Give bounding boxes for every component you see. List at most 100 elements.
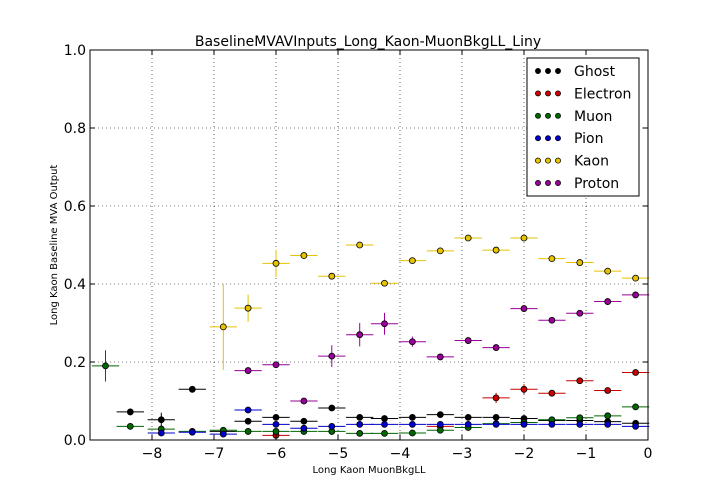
data-point <box>632 422 639 430</box>
y-tick-label: 0.2 <box>64 355 86 371</box>
data-point <box>102 362 109 370</box>
data-point <box>408 338 416 346</box>
data-point <box>492 394 500 402</box>
data-point <box>604 420 612 428</box>
y-tick-label: 1.0 <box>64 43 86 59</box>
data-point <box>244 304 252 312</box>
data-point <box>604 412 612 420</box>
series-pion <box>147 406 650 438</box>
legend-marker <box>545 157 551 164</box>
legend-marker <box>545 90 551 97</box>
legend-marker <box>535 112 541 119</box>
data-point <box>520 385 528 393</box>
data-point <box>272 428 280 435</box>
x-tick-label: −3 <box>452 446 473 462</box>
x-tick-label: −7 <box>204 446 225 462</box>
data-point <box>604 298 612 305</box>
legend-label: Muon <box>574 109 612 125</box>
legend-item-proton: Proton <box>535 176 619 192</box>
y-tick-label: 0.8 <box>64 121 86 137</box>
data-point <box>244 406 252 414</box>
data-point <box>576 309 584 317</box>
legend-item-pion: Pion <box>535 131 603 147</box>
chart-title: BaselineMVAVInputs_Long_Kaon-MuonBkgLL_L… <box>195 34 541 50</box>
legend-item-kaon: Kaon <box>535 154 609 170</box>
data-point <box>356 241 364 249</box>
legend-marker <box>535 68 541 74</box>
data-point <box>272 361 280 369</box>
legend-marker <box>555 135 561 142</box>
y-tick-label: 0.4 <box>64 277 86 293</box>
data-point <box>492 246 500 254</box>
grid-lines <box>90 50 648 440</box>
data-point <box>408 257 416 265</box>
x-tick-label: 0 <box>644 446 653 462</box>
data-point <box>464 420 472 428</box>
data-point <box>548 420 556 428</box>
legend-marker <box>555 180 561 186</box>
data-point <box>632 274 639 282</box>
data-point <box>381 429 388 437</box>
x-tick-label: −1 <box>576 446 597 462</box>
data-point <box>464 337 472 344</box>
legend-label: Ghost <box>574 64 616 80</box>
legend: Ghost Electron Muon Pion Kaon Proton <box>526 57 640 197</box>
data-point <box>436 420 444 428</box>
legend-marker <box>555 68 561 74</box>
data-point <box>604 267 612 275</box>
legend-box <box>526 57 640 197</box>
data-point <box>356 413 364 421</box>
legend-marker <box>545 68 551 74</box>
legend-label: Pion <box>574 131 603 147</box>
data-point <box>300 397 308 405</box>
axis-ticks: −8 −7 −6 −5 −4 −3 −2 −1 0 0.0 0.2 0.4 0.6 0.8 1.0 <box>64 43 653 462</box>
data-point <box>464 234 472 242</box>
data-point <box>244 428 252 435</box>
data-point <box>520 234 528 242</box>
data-point <box>632 369 639 376</box>
legend-marker <box>545 135 551 142</box>
data-point <box>356 331 364 339</box>
data-point <box>408 429 416 437</box>
data-point <box>356 420 364 428</box>
data-point <box>548 255 556 263</box>
data-point <box>244 417 252 425</box>
legend-marker <box>545 112 551 119</box>
legend-marker <box>545 180 551 186</box>
series-electron <box>262 369 650 439</box>
x-tick-label: −5 <box>328 446 349 462</box>
data-point <box>272 259 280 267</box>
data-point <box>436 247 444 255</box>
data-point <box>548 316 556 324</box>
legend-item-muon: Muon <box>535 109 612 125</box>
legend-marker <box>555 90 561 97</box>
data-point <box>381 420 388 428</box>
data-point <box>300 417 308 425</box>
data-point <box>492 413 500 421</box>
data-point <box>126 422 134 430</box>
x-tick-label: −6 <box>266 446 287 462</box>
legend-marker <box>535 90 541 97</box>
legend-item-ghost: Ghost <box>535 64 616 80</box>
legend-marker <box>535 135 541 142</box>
legend-item-electron: Electron <box>535 86 631 102</box>
data-point <box>219 323 227 331</box>
y-tick-label: 0.6 <box>64 199 86 215</box>
legend-marker <box>535 180 541 186</box>
data-point <box>548 389 556 397</box>
legend-label: Electron <box>574 86 631 102</box>
data-point <box>328 352 336 360</box>
x-axis-label: Long Kaon MuonBkgLL <box>312 465 426 476</box>
data-point <box>356 429 364 437</box>
data-point <box>520 420 528 428</box>
data-point <box>381 320 388 328</box>
y-axis-label: Long Kaon Baseline MVA Output <box>49 165 60 326</box>
data-point <box>157 429 165 437</box>
series-kaon <box>209 234 650 370</box>
data-point <box>408 420 416 428</box>
data-point <box>300 252 308 259</box>
data-point <box>492 420 500 428</box>
y-tick-label: 0.0 <box>64 433 86 449</box>
x-tick-label: −2 <box>514 446 535 462</box>
